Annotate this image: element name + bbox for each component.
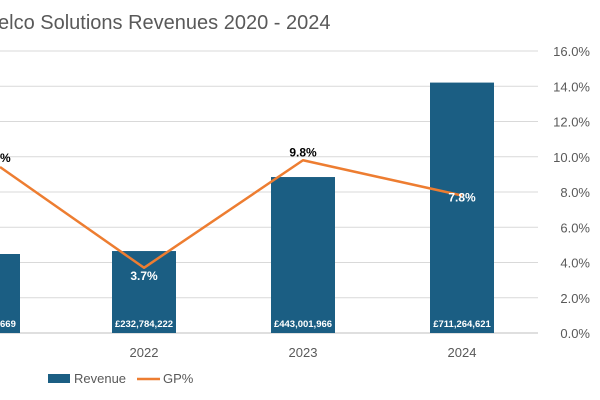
revenue-bar: [0, 254, 20, 333]
y-tick-label: 2.0%: [560, 291, 590, 306]
y-tick-label: 10.0%: [553, 150, 590, 165]
gp-data-label: 7.8%: [448, 191, 476, 205]
legend-label-revenue: Revenue: [74, 371, 126, 386]
y-tick-label: 8.0%: [560, 185, 590, 200]
revenue-data-label: £443,001,966: [274, 319, 332, 330]
x-tick-label: 2022: [130, 345, 159, 360]
gp-data-label: %: [0, 151, 11, 165]
legend: Revenue GP%: [48, 371, 194, 386]
y-axis-ticks: 0.0% 2.0% 4.0% 6.0% 8.0% 10.0% 12.0% 14.0% 16.0%: [553, 44, 590, 341]
chart-title: elco Solutions Revenues 2020 - 2024: [0, 12, 330, 34]
revenue-data-label: £232,784,222: [115, 319, 173, 330]
revenue-bar: [271, 177, 335, 333]
y-tick-label: 6.0%: [560, 220, 590, 235]
revenue-bars: [0, 82, 494, 333]
y-tick-label: 12.0%: [553, 115, 590, 130]
gp-data-label: 3.7%: [130, 269, 158, 283]
gridlines: [0, 50, 538, 334]
y-tick-label: 0.0%: [560, 326, 590, 341]
data-labels: 669 £232,784,222 £443,001,966 £711,264,621%…: [0, 145, 492, 330]
x-tick-label: 2024: [448, 345, 477, 360]
gp-data-label: 9.8%: [289, 145, 317, 159]
gp-series-line: [0, 159, 463, 270]
y-tick-label: 16.0%: [553, 44, 590, 59]
legend-label-gp: GP%: [163, 371, 194, 386]
x-tick-label: 2023: [289, 345, 318, 360]
legend-swatch-revenue: [48, 374, 70, 383]
revenue-bar: [112, 251, 176, 333]
y-tick-label: 14.0%: [553, 79, 590, 94]
x-axis-ticks: 2022 2023 2024: [130, 345, 477, 360]
revenue-data-label: £711,264,621: [433, 319, 491, 330]
revenue-data-label: 669: [0, 319, 16, 330]
revenue-bar: [430, 82, 494, 333]
gp-line: [0, 159, 463, 270]
y-tick-label: 4.0%: [560, 256, 590, 271]
